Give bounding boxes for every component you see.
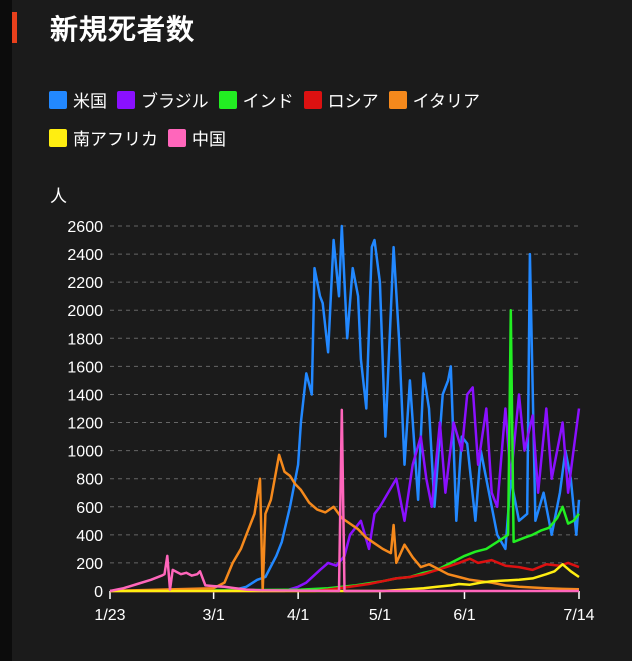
y-tick-label: 2000 [67,303,103,320]
legend-label: ロシア [327,92,379,112]
y-tick-label: 0 [94,584,103,601]
legend-swatch [49,90,67,109]
legend-swatch [168,128,186,147]
x-tick-label: 7/14 [563,607,594,624]
legend-item[interactable]: ブラジル [117,87,209,112]
legend-label: インド [242,92,294,112]
legend-item[interactable]: 南アフリカ [49,125,158,150]
series-line-イタリア [109,453,580,593]
legend-row-2: 南アフリカ 中国 [49,125,619,150]
legend-swatch [218,90,237,109]
legend-item[interactable]: インド [218,87,294,112]
x-tick-label: 6/1 [453,607,475,624]
y-tick-label: 1400 [67,387,103,404]
legend-label: 中国 [192,130,226,150]
series-line-南アフリカ [110,563,580,593]
legend-label: ブラジル [141,92,209,112]
y-tick-label: 800 [76,472,103,489]
y-tick-label: 1200 [67,416,103,433]
legend-swatch [388,90,407,109]
y-tick-label: 400 [76,528,103,545]
chart-title: 新規死者数 [50,13,196,46]
series-line-中国 [109,408,579,593]
legend-swatch [49,128,67,147]
y-tick-label: 200 [76,556,103,573]
y-tick-label: 1600 [67,359,103,376]
y-axis-unit-label: 人 [50,187,67,207]
legend-item[interactable]: 米国 [49,87,107,112]
legend-item[interactable]: ロシア [303,87,379,112]
legend-swatch [117,90,135,109]
y-tick-label: 2200 [67,275,103,292]
y-tick-label: 600 [76,500,103,517]
y-tick-label: 1800 [67,331,103,348]
legend-swatch [303,90,322,109]
y-tick-label: 2400 [67,247,103,264]
series-line-ロシア [110,557,580,593]
x-tick-label: 4/1 [287,607,309,624]
title-accent-bar [12,12,17,43]
legend-label: 米国 [73,92,107,112]
legend-label: 南アフリカ [73,130,158,150]
legend-item[interactable]: イタリア [388,87,480,112]
left-strip [0,0,12,661]
x-tick-label: 3/1 [202,607,224,624]
y-tick-label: 1000 [67,444,103,461]
legend-item[interactable]: 中国 [168,125,226,150]
x-tick-label: 1/23 [94,607,125,624]
legend-row-1: 米国 ブラジル インド ロシア イタリア [49,87,619,112]
series-line-米国 [110,224,581,593]
x-tick-label: 5/1 [369,607,391,624]
y-tick-label: 2600 [67,219,103,236]
legend-label: イタリア [412,92,480,112]
